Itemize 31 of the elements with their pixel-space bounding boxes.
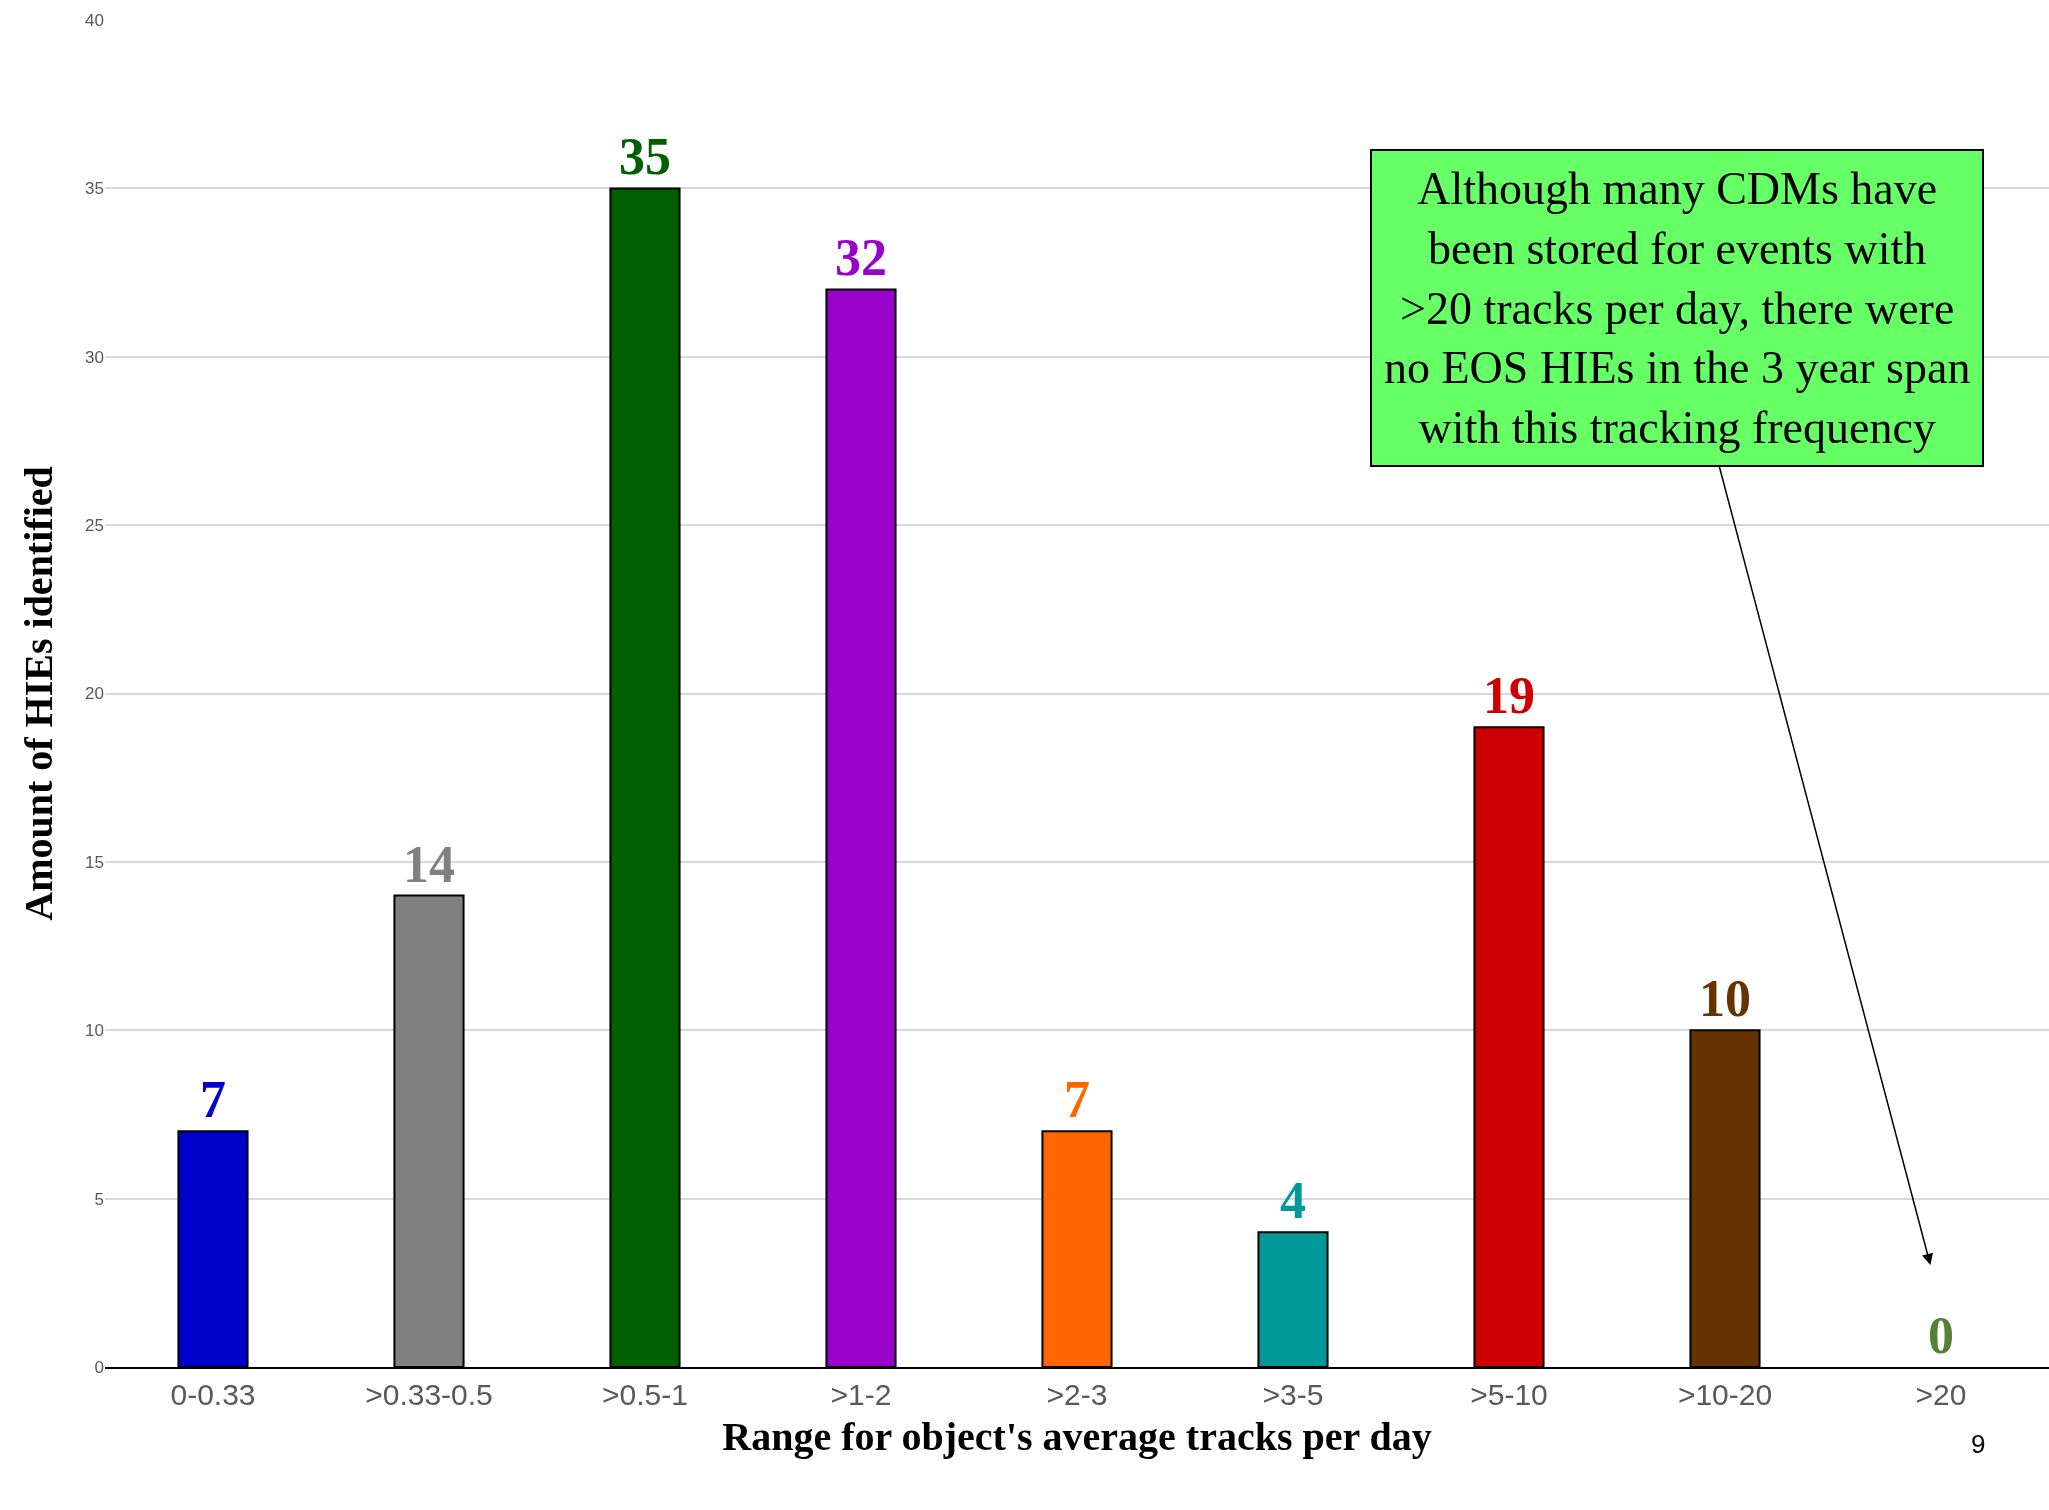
y-tick-label: 30 <box>85 347 104 367</box>
text: 9 <box>1971 1429 1986 1459</box>
data-label: 14 <box>403 835 455 893</box>
x-axis-title: Range for object's average tracks per day <box>722 1414 1432 1459</box>
data-label: 7 <box>200 1071 226 1129</box>
x-tick-label: >2-3 <box>1046 1378 1108 1411</box>
data-label: 7 <box>1064 1071 1090 1129</box>
x-tick-label: >1-2 <box>830 1378 892 1411</box>
x-tick-label: >0.33-0.5 <box>365 1378 493 1411</box>
y-tick-label: 15 <box>85 852 104 872</box>
y-tick-label: 35 <box>85 179 104 199</box>
x-tick-label: >10-20 <box>1677 1378 1773 1411</box>
y-tick-label: 25 <box>85 516 104 536</box>
data-label: 32 <box>835 229 887 287</box>
y-tick-label: 10 <box>85 1021 104 1041</box>
y-tick-label: 40 <box>85 10 104 30</box>
y-axis-title: Amount of HIEs identified <box>15 466 61 921</box>
x-tick-label: 0-0.33 <box>170 1378 256 1411</box>
data-label: 0 <box>1928 1307 1954 1364</box>
data-label: 19 <box>1483 667 1535 725</box>
annotation: Although many CDMs have been stored for events with >20 tracks per day, there were no EOS HIEs in the 3 year span with this tracking frequency <box>1384 163 1971 454</box>
x-tick-label: >20 <box>1915 1378 1967 1411</box>
y-tick-label: 5 <box>94 1189 104 1209</box>
data-label: 10 <box>1699 970 1751 1028</box>
y-tick-label: 0 <box>94 1357 104 1377</box>
x-tick-label: >5-10 <box>1470 1378 1548 1411</box>
x-tick-label: >3-5 <box>1262 1378 1324 1411</box>
data-label: 35 <box>619 128 671 186</box>
y-tick-label: 20 <box>85 684 104 704</box>
x-tick-label: >0.5-1 <box>602 1378 688 1411</box>
data-label: 4 <box>1280 1172 1306 1230</box>
